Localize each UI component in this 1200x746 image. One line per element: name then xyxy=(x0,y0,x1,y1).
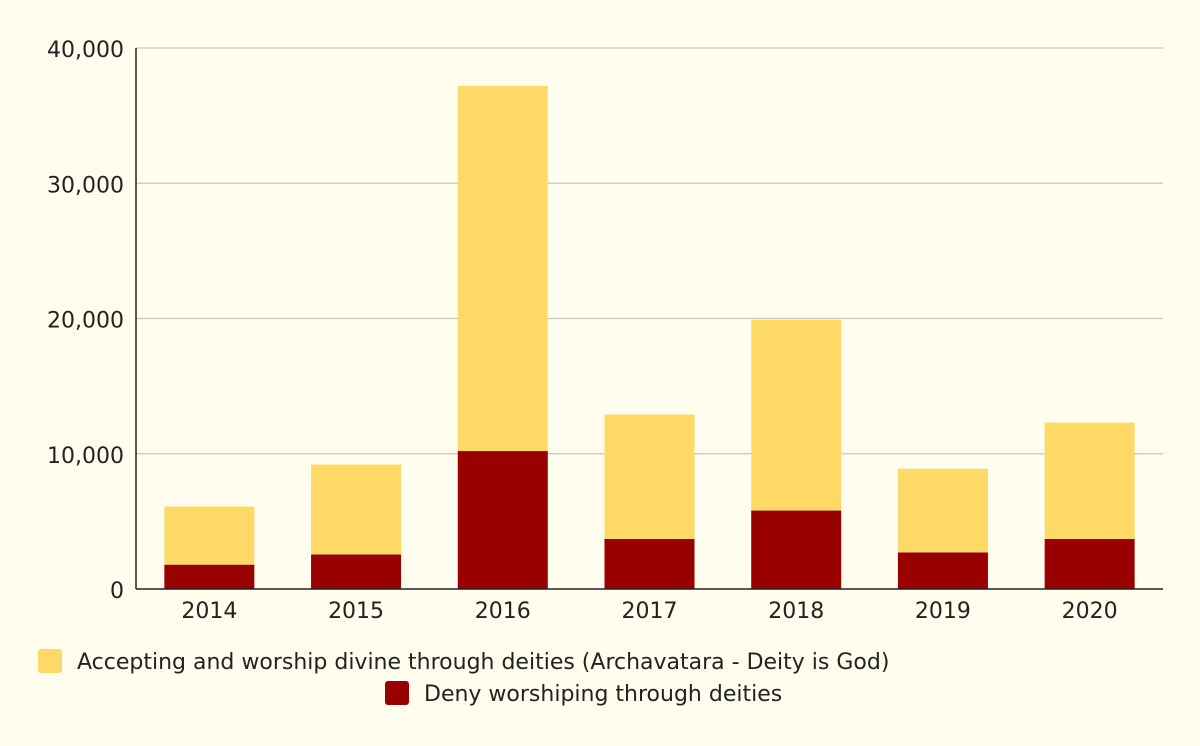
y-tick-label: 10,000 xyxy=(47,444,124,469)
bar-2016-series-0 xyxy=(457,451,548,589)
x-tick-label: 2014 xyxy=(181,599,237,624)
bars xyxy=(164,85,1135,589)
bar-2015-series-0 xyxy=(311,554,402,589)
gridlines xyxy=(136,47,1163,455)
legend-label: Deny worshiping through deities xyxy=(424,682,782,707)
bar-2017-series-0 xyxy=(604,538,695,589)
x-tick-label: 2018 xyxy=(768,599,824,624)
y-tick-label: 0 xyxy=(110,579,124,604)
bar-2017-series-1 xyxy=(604,414,695,539)
bar-2018-series-0 xyxy=(751,510,842,589)
legend-swatch xyxy=(385,681,409,705)
y-tick-label: 40,000 xyxy=(47,38,124,63)
axes: 0 10,000 20,000 30,000 40,000 2014 2015 2016 201… xyxy=(47,38,1163,624)
x-tick-label: 2017 xyxy=(622,599,678,624)
bar-2020-series-0 xyxy=(1044,538,1135,589)
legend-swatch xyxy=(38,649,62,673)
bar-2018-series-1 xyxy=(751,319,842,511)
bar-2019-series-0 xyxy=(897,552,988,589)
bar-2016-series-1 xyxy=(457,85,548,452)
x-tick-label: 2020 xyxy=(1062,599,1118,624)
bar-2014-series-0 xyxy=(164,564,255,589)
bar-2019-series-1 xyxy=(897,468,988,553)
bar-2020-series-1 xyxy=(1044,422,1135,539)
y-tick-label: 30,000 xyxy=(47,173,124,198)
legend-label: Accepting and worship divine through dei… xyxy=(77,650,889,675)
legend: Accepting and worship divine through dei… xyxy=(38,649,889,707)
bar-2014-series-1 xyxy=(164,506,255,565)
bar-2015-series-1 xyxy=(311,464,402,555)
x-tick-label: 2019 xyxy=(915,599,971,624)
y-tick-label: 20,000 xyxy=(47,309,124,334)
x-tick-label: 2016 xyxy=(475,599,531,624)
x-tick-label: 2015 xyxy=(328,599,384,624)
